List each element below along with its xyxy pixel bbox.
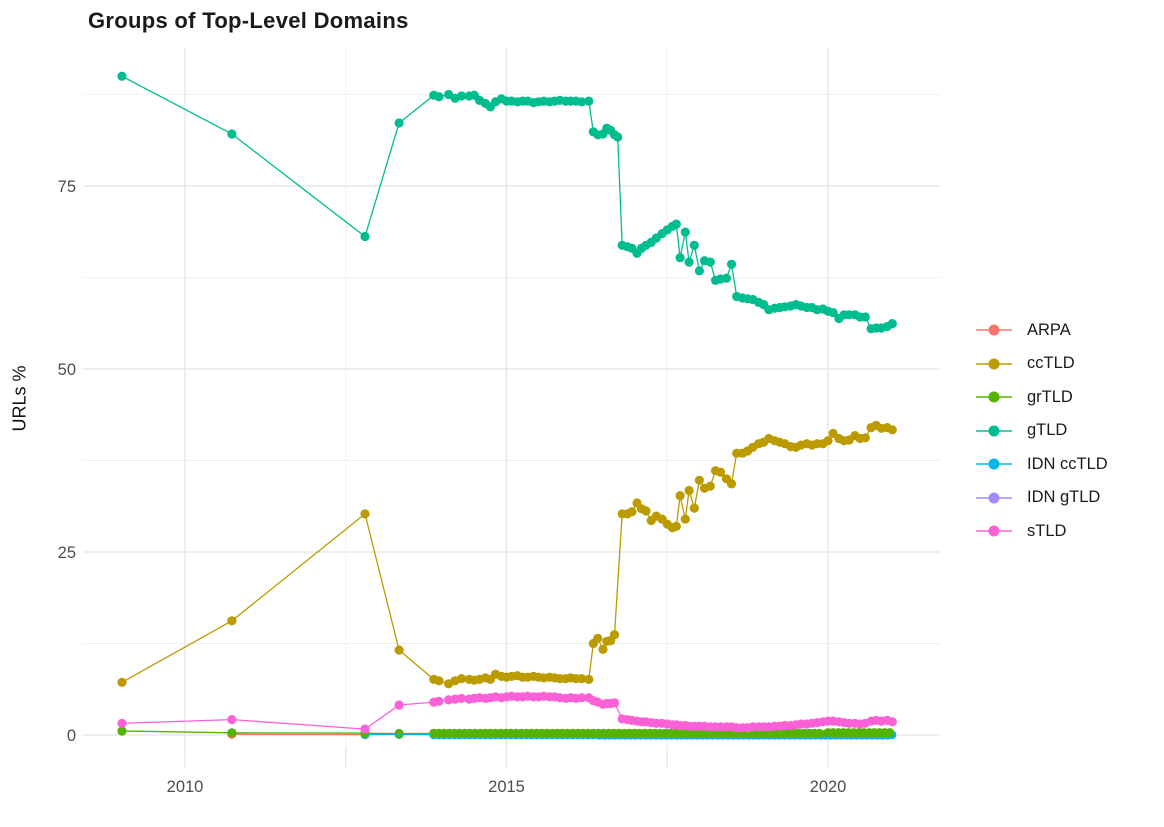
legend-label: IDN gTLD <box>1027 488 1101 506</box>
legend-item-sTLD: sTLD <box>976 520 1108 542</box>
legend-label: grTLD <box>1027 387 1073 406</box>
legend-item-gTLD: gTLD <box>976 420 1108 442</box>
data-point <box>360 231 370 242</box>
x-tick-label: 2015 <box>488 778 525 796</box>
data-point <box>613 132 623 142</box>
data-point <box>627 507 637 517</box>
data-point <box>828 308 838 318</box>
series-grTLD <box>117 726 895 739</box>
data-point <box>860 433 870 443</box>
y-axis-title: URLs % <box>9 365 30 432</box>
data-point <box>721 273 732 283</box>
data-point <box>694 266 705 276</box>
data-point <box>434 696 444 706</box>
data-point <box>117 677 127 687</box>
series-sTLD <box>117 691 897 734</box>
data-point <box>641 506 651 516</box>
legend-key-icon <box>976 525 1012 537</box>
data-point <box>577 97 587 107</box>
legend-item-ARPA: ARPA <box>976 319 1108 341</box>
data-point <box>584 96 594 106</box>
data-point <box>609 630 620 640</box>
data-point <box>434 92 444 102</box>
data-point <box>577 674 587 684</box>
data-point <box>675 253 685 263</box>
data-point <box>689 240 699 250</box>
data-point <box>360 724 370 734</box>
legend-item-IDN-ccTLD: IDN ccTLD <box>976 453 1108 475</box>
data-point <box>394 700 404 710</box>
data-point <box>887 717 897 727</box>
data-point <box>671 219 681 229</box>
data-point <box>885 728 895 738</box>
legend-label: sTLD <box>1027 521 1067 540</box>
data-point <box>823 436 833 446</box>
legend-key-icon <box>976 324 1012 336</box>
data-point <box>394 728 404 739</box>
data-point <box>584 674 594 685</box>
legend-item-IDN-gTLD: IDN gTLD <box>976 487 1108 509</box>
legend-key-icon <box>976 358 1012 369</box>
series-ARPA <box>227 729 370 740</box>
data-point <box>456 674 467 684</box>
data-point <box>227 728 237 738</box>
data-point <box>456 693 467 704</box>
legend-label: ccTLD <box>1027 354 1075 372</box>
data-point <box>726 479 737 489</box>
data-point <box>716 467 726 477</box>
data-point <box>360 509 370 519</box>
y-tick-label: 25 <box>58 544 76 562</box>
data-point <box>117 726 127 736</box>
data-point <box>815 728 825 739</box>
data-point <box>227 616 237 626</box>
data-point <box>394 645 404 655</box>
legend-item-ccTLD: ccTLD <box>976 353 1108 375</box>
data-point <box>675 491 685 501</box>
data-point <box>689 503 699 513</box>
legend-key-icon <box>976 458 1012 470</box>
legend-key-icon <box>976 391 1012 403</box>
data-point <box>227 715 237 725</box>
data-point <box>394 118 404 128</box>
data-point <box>593 633 603 644</box>
data-point <box>609 698 620 708</box>
series-ccTLD <box>117 420 897 689</box>
legend-item-grTLD: grTLD <box>976 386 1108 408</box>
x-tick-label: 2010 <box>167 778 204 796</box>
legend: ARPA ccTLD grTLD gTLD IDN ccTLD IDN gTLD sTLD <box>976 319 1108 554</box>
data-point <box>456 91 467 101</box>
data-point <box>434 676 444 686</box>
data-point <box>684 485 694 496</box>
data-point <box>680 514 690 524</box>
legend-label: IDN ccTLD <box>1027 454 1108 473</box>
legend-label: gTLD <box>1027 421 1068 439</box>
data-point <box>117 71 127 81</box>
y-tick-label: 0 <box>67 727 76 745</box>
y-tick-label: 75 <box>58 178 76 196</box>
legend-key-icon <box>976 425 1012 436</box>
data-point <box>887 319 897 329</box>
data-point <box>684 257 694 267</box>
data-point <box>726 259 737 269</box>
data-point <box>598 644 608 655</box>
data-point <box>705 257 715 267</box>
data-point <box>694 475 705 485</box>
data-point <box>227 129 237 139</box>
y-tick-label: 50 <box>58 361 76 379</box>
data-point <box>680 227 690 237</box>
data-point <box>117 718 127 728</box>
data-point <box>887 425 897 435</box>
data-point <box>671 521 681 532</box>
legend-label: ARPA <box>1027 320 1071 339</box>
chart-title: Groups of Top-Level Domains <box>88 8 409 33</box>
x-tick-label: 2020 <box>810 778 847 796</box>
data-point <box>860 312 870 322</box>
series-gTLD <box>117 71 897 334</box>
data-point <box>577 693 587 703</box>
legend-key-icon <box>976 492 1012 503</box>
data-point <box>705 481 715 491</box>
